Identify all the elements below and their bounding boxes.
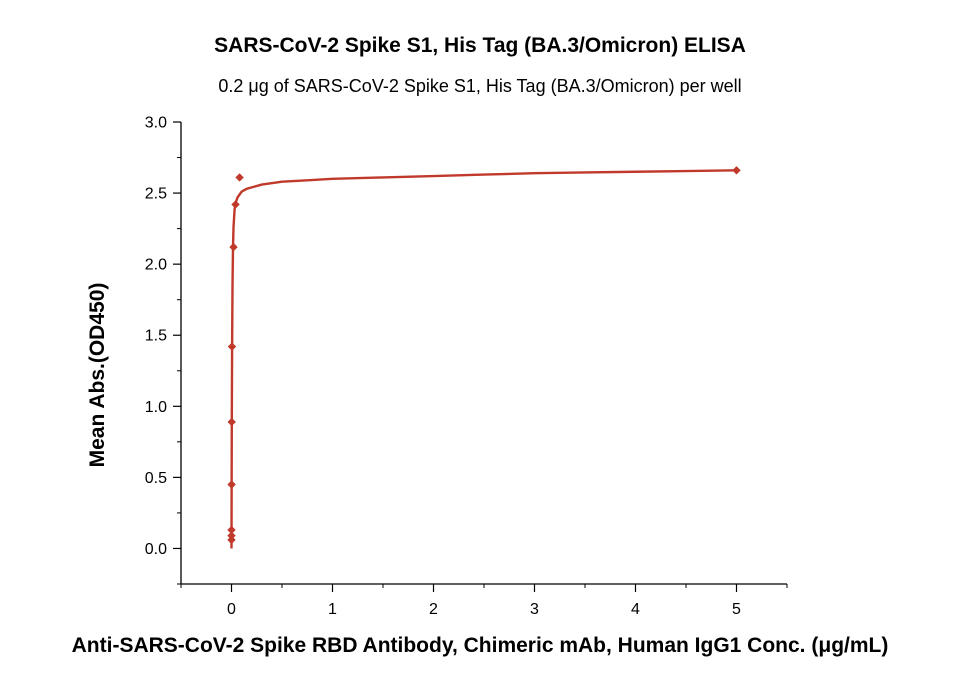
data-point bbox=[227, 417, 236, 427]
data-point bbox=[227, 525, 236, 535]
data-point bbox=[227, 480, 236, 489]
data-point bbox=[231, 200, 240, 209]
y-tick-label: 2.0 bbox=[145, 257, 167, 274]
x-tick-label: 0 bbox=[227, 601, 236, 618]
data-points-layer bbox=[227, 166, 741, 545]
y-tick-label: 3.0 bbox=[145, 115, 167, 132]
y-tick-label: 1.0 bbox=[145, 399, 167, 416]
y-tick-label: 2.5 bbox=[145, 186, 167, 203]
x-axis-label: Anti-SARS-CoV-2 Spike RBD Antibody, Chim… bbox=[71, 634, 889, 657]
x-tick-label: 4 bbox=[631, 601, 640, 618]
data-point bbox=[235, 173, 244, 182]
x-tick-label: 3 bbox=[530, 601, 539, 618]
x-tick-label: 1 bbox=[328, 601, 337, 618]
fit-curve bbox=[230, 169, 737, 549]
axes: 0.0 0.5 1.0 1.5 2.0 2.5 3.0 0 1 2 3 4 5 bbox=[145, 115, 788, 618]
data-point bbox=[229, 242, 238, 252]
data-point bbox=[227, 531, 236, 540]
y-tick-label: 1.5 bbox=[145, 328, 167, 345]
data-point bbox=[732, 166, 741, 175]
chart-subtitle: 0.2 μg of SARS-CoV-2 Spike S1, His Tag (… bbox=[218, 76, 742, 96]
fit-curve-layer bbox=[230, 169, 737, 549]
data-point bbox=[227, 342, 237, 351]
y-tick-label: 0.5 bbox=[145, 470, 167, 487]
data-point bbox=[227, 535, 236, 545]
y-tick-label: 0.0 bbox=[145, 541, 167, 558]
x-tick-label: 2 bbox=[429, 601, 438, 618]
chart-title: SARS-CoV-2 Spike S1, His Tag (BA.3/Omicr… bbox=[214, 34, 746, 57]
x-tick-label: 5 bbox=[732, 601, 741, 618]
